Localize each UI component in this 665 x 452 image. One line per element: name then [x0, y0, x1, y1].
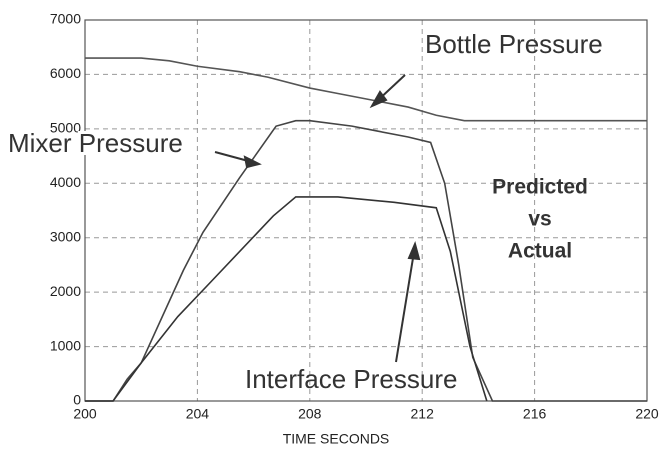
series-label: Interface Pressure — [245, 364, 457, 394]
arrow-head — [369, 90, 388, 109]
x-tick-label: 220 — [635, 406, 659, 422]
arrows — [214, 74, 421, 363]
plot: 0 1000 2000 3000 4000 5000 6000 7000 200 204 208 21… — [5, 11, 659, 447]
y-tick-label: 7000 — [50, 11, 81, 27]
series-label: Mixer Pressure — [8, 128, 183, 158]
plot-frame — [84, 19, 648, 402]
annotation: Predicted — [492, 176, 588, 199]
x-tick-label: 212 — [411, 406, 435, 422]
annotation: Actual — [508, 240, 572, 263]
x-tick-label: 204 — [186, 406, 210, 422]
y-tick-label: 4000 — [50, 174, 81, 190]
arrow — [395, 251, 415, 363]
y-tick-label: 2000 — [50, 283, 81, 299]
x-tick-label: 200 — [73, 406, 97, 422]
y-tick-label: 3000 — [50, 228, 81, 244]
x-tick-label: 216 — [523, 406, 547, 422]
x-tick-label: 208 — [298, 406, 322, 422]
y-tick-label: 1000 — [50, 337, 81, 353]
y-tick-label: 5000 — [50, 120, 81, 136]
series-line — [85, 57, 647, 122]
arrow-head — [407, 240, 421, 261]
y-tick-label: 6000 — [50, 65, 81, 81]
x-axis-label: TIME SECONDS — [283, 431, 390, 447]
y-tick-label: 0 — [73, 392, 81, 408]
arrow-head — [243, 155, 262, 169]
annotation: vs — [528, 208, 551, 231]
series-label: Bottle Pressure — [425, 29, 603, 59]
series-line — [85, 196, 488, 402]
